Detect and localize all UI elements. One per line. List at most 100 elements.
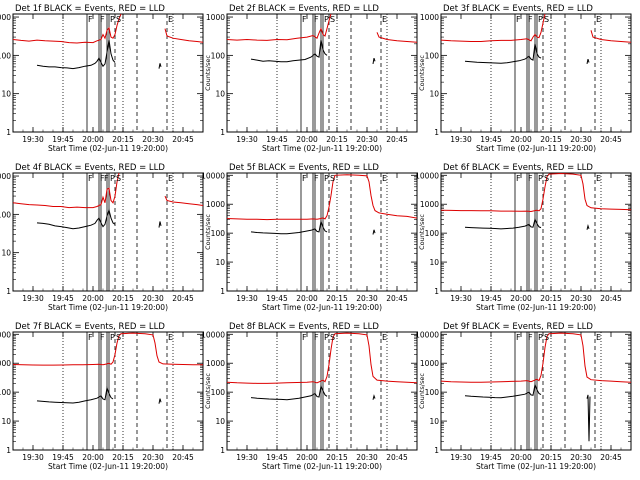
plot-frame: [226, 172, 418, 292]
x-tick-label: 20:15: [540, 135, 562, 144]
event-marker: P: [324, 333, 329, 342]
panel-8: Det 8f BLACK = Events, RED = LLD 1 10 100 10…: [201, 322, 418, 471]
y-axis-label: Counts/sec: [204, 373, 212, 409]
series-events: [250, 39, 328, 63]
x-tick-label: 20:45: [600, 294, 622, 303]
x-axis-label: Start Time (02-Jun-11 19:20:00): [48, 303, 168, 312]
y-tick-label: 10: [1, 249, 11, 258]
y-tick-label: 1: [220, 446, 225, 455]
panel-title: Det 6f BLACK = Events, RED = LLD: [443, 163, 593, 173]
y-tick-label: 1000: [0, 13, 11, 22]
event-marker: F: [528, 333, 533, 342]
event-marker: S: [544, 174, 549, 183]
x-tick-label: 19:30: [450, 453, 472, 462]
series-events: [586, 394, 591, 442]
x-tick-label: 20:00: [296, 294, 318, 303]
event-marker: E: [382, 174, 387, 183]
panel-title: Det 7f BLACK = Events, RED = LLD: [15, 322, 165, 332]
panel-1: Det 1f BLACK = Events, RED = LLD 1 10 100 10…: [0, 4, 204, 153]
panel-5: Det 5f BLACK = Events, RED = LLD 1 10 100 10…: [201, 163, 418, 312]
x-tick-label: 20:30: [570, 294, 592, 303]
plot-frame: [12, 13, 204, 133]
y-tick-label: 100: [425, 51, 440, 60]
event-marker: F: [88, 174, 93, 183]
event-marker: S: [116, 174, 121, 183]
event-marker: E: [382, 15, 387, 24]
series-events: [464, 217, 542, 230]
event-marker: F: [88, 333, 93, 342]
series-events: [158, 221, 162, 228]
series-lld: [441, 332, 631, 383]
x-axis-label: Start Time (02-Jun-11 19:20:00): [262, 462, 382, 471]
y-tick-label: 1: [6, 287, 11, 296]
panel-title: Det 1f BLACK = Events, RED = LLD: [15, 4, 165, 14]
y-tick-label: 10000: [415, 171, 439, 180]
y-tick-label: 100: [0, 388, 11, 397]
x-tick-label: 19:45: [480, 135, 502, 144]
series-lld: [13, 173, 120, 209]
series-lld: [164, 28, 203, 43]
x-tick-label: 20:00: [296, 453, 318, 462]
event-marker: E: [382, 333, 387, 342]
x-tick-label: 19:30: [236, 294, 258, 303]
y-tick-label: 1: [434, 287, 439, 296]
y-tick-label: 10000: [201, 330, 225, 339]
event-marker: F: [516, 15, 521, 24]
series-events: [36, 208, 116, 230]
series-events: [36, 40, 116, 70]
x-tick-label: 20:45: [600, 135, 622, 144]
plot-frame: [440, 172, 632, 292]
y-tick-label: 1: [6, 446, 11, 455]
y-tick-label: 100: [425, 229, 440, 238]
event-marker: F: [528, 174, 533, 183]
y-tick-label: 10: [429, 417, 439, 426]
event-marker: S: [330, 174, 335, 183]
panel-2: Det 2f BLACK = Events, RED = LLD 1 10 100 10…: [204, 4, 418, 153]
series-lld: [164, 195, 203, 206]
y-tick-label: 1000: [206, 359, 225, 368]
series-lld: [376, 32, 417, 43]
panel-4: Det 4f BLACK = Events, RED = LLD 1 10 100 10…: [0, 163, 204, 312]
event-marker: S: [544, 15, 549, 24]
x-axis-label: Start Time (02-Jun-11 19:20:00): [262, 303, 382, 312]
event-marker: F: [528, 15, 533, 24]
y-tick-label: 1: [220, 128, 225, 137]
x-tick-label: 20:15: [112, 135, 134, 144]
x-tick-label: 20:30: [356, 453, 378, 462]
y-tick-label: 1000: [420, 200, 439, 209]
y-axis-label: Counts/sec: [204, 214, 212, 250]
y-tick-label: 1000: [0, 172, 11, 181]
series-events: [158, 63, 162, 69]
event-marker: S: [544, 333, 549, 342]
y-tick-label: 1: [6, 128, 11, 137]
event-marker: P: [110, 15, 115, 24]
event-marker: F: [314, 15, 319, 24]
series-events: [36, 385, 114, 404]
y-tick-label: 1000: [206, 200, 225, 209]
x-tick-label: 19:30: [236, 135, 258, 144]
y-tick-label: 10: [215, 417, 225, 426]
x-tick-label: 20:15: [540, 453, 562, 462]
x-tick-label: 19:30: [22, 453, 44, 462]
x-tick-label: 20:15: [112, 453, 134, 462]
panel-title: Det 8f BLACK = Events, RED = LLD: [229, 322, 379, 332]
y-tick-label: 100: [211, 388, 226, 397]
x-tick-label: 20:00: [82, 135, 104, 144]
x-axis-label: Start Time (02-Jun-11 19:20:00): [48, 144, 168, 153]
panel-title: Det 9f BLACK = Events, RED = LLD: [443, 322, 593, 332]
x-axis-label: Start Time (02-Jun-11 19:20:00): [476, 144, 596, 153]
y-axis-label: Counts/sec: [418, 55, 426, 91]
y-tick-label: 1000: [420, 13, 439, 22]
y-tick-label: 100: [0, 210, 11, 219]
series-lld: [441, 14, 546, 42]
x-tick-label: 20:00: [510, 294, 532, 303]
plot-frame: [226, 331, 418, 451]
plot-frame: [440, 331, 632, 451]
panel-title: Det 2f BLACK = Events, RED = LLD: [229, 4, 379, 14]
x-tick-label: 20:30: [356, 294, 378, 303]
x-tick-label: 20:00: [82, 453, 104, 462]
x-tick-label: 19:30: [450, 294, 472, 303]
event-marker: F: [100, 174, 105, 183]
plot-frame: [440, 13, 632, 133]
series-events: [158, 398, 162, 404]
